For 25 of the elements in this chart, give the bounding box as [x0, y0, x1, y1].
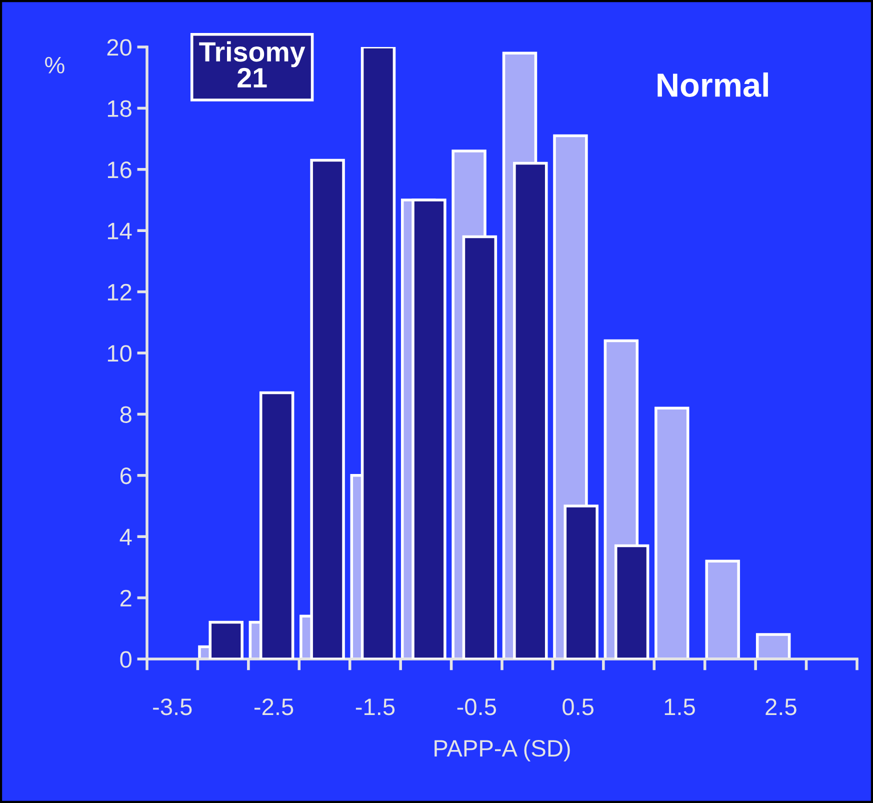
y-tick-label: 2	[120, 590, 132, 606]
bar	[705, 560, 740, 659]
y-tick-label: 6	[120, 467, 132, 484]
bar	[756, 633, 791, 659]
x-axis-title: PAPP-A (SD)	[434, 739, 570, 762]
x-tick-label: 2.5	[766, 698, 796, 716]
x-tick-label: -1.5	[356, 698, 395, 716]
y-tick-label: 18	[108, 100, 132, 117]
y-tick-label: 0	[120, 651, 132, 668]
bar	[654, 406, 690, 659]
x-tick-label: -0.5	[457, 698, 496, 716]
y-tick-label: 8	[120, 406, 132, 423]
text: Normal	[658, 72, 768, 97]
x-tick-label: -2.5	[254, 698, 294, 716]
y-tick-label: 14	[108, 222, 132, 240]
text: Trisomy 21	[199, 41, 306, 88]
y-tick-label: 12	[108, 284, 132, 300]
y-tick-label: 16	[108, 161, 132, 178]
y-tick-label: 10	[108, 345, 132, 362]
x-tick-label: 0.5	[562, 698, 594, 716]
x-tick-label: 1.5	[664, 698, 695, 716]
x-tick-label: -3.5	[153, 698, 192, 716]
y-tick-label: 4	[120, 528, 132, 546]
y-tick-label: 20	[107, 39, 132, 56]
y-axis-title: %	[45, 56, 64, 74]
